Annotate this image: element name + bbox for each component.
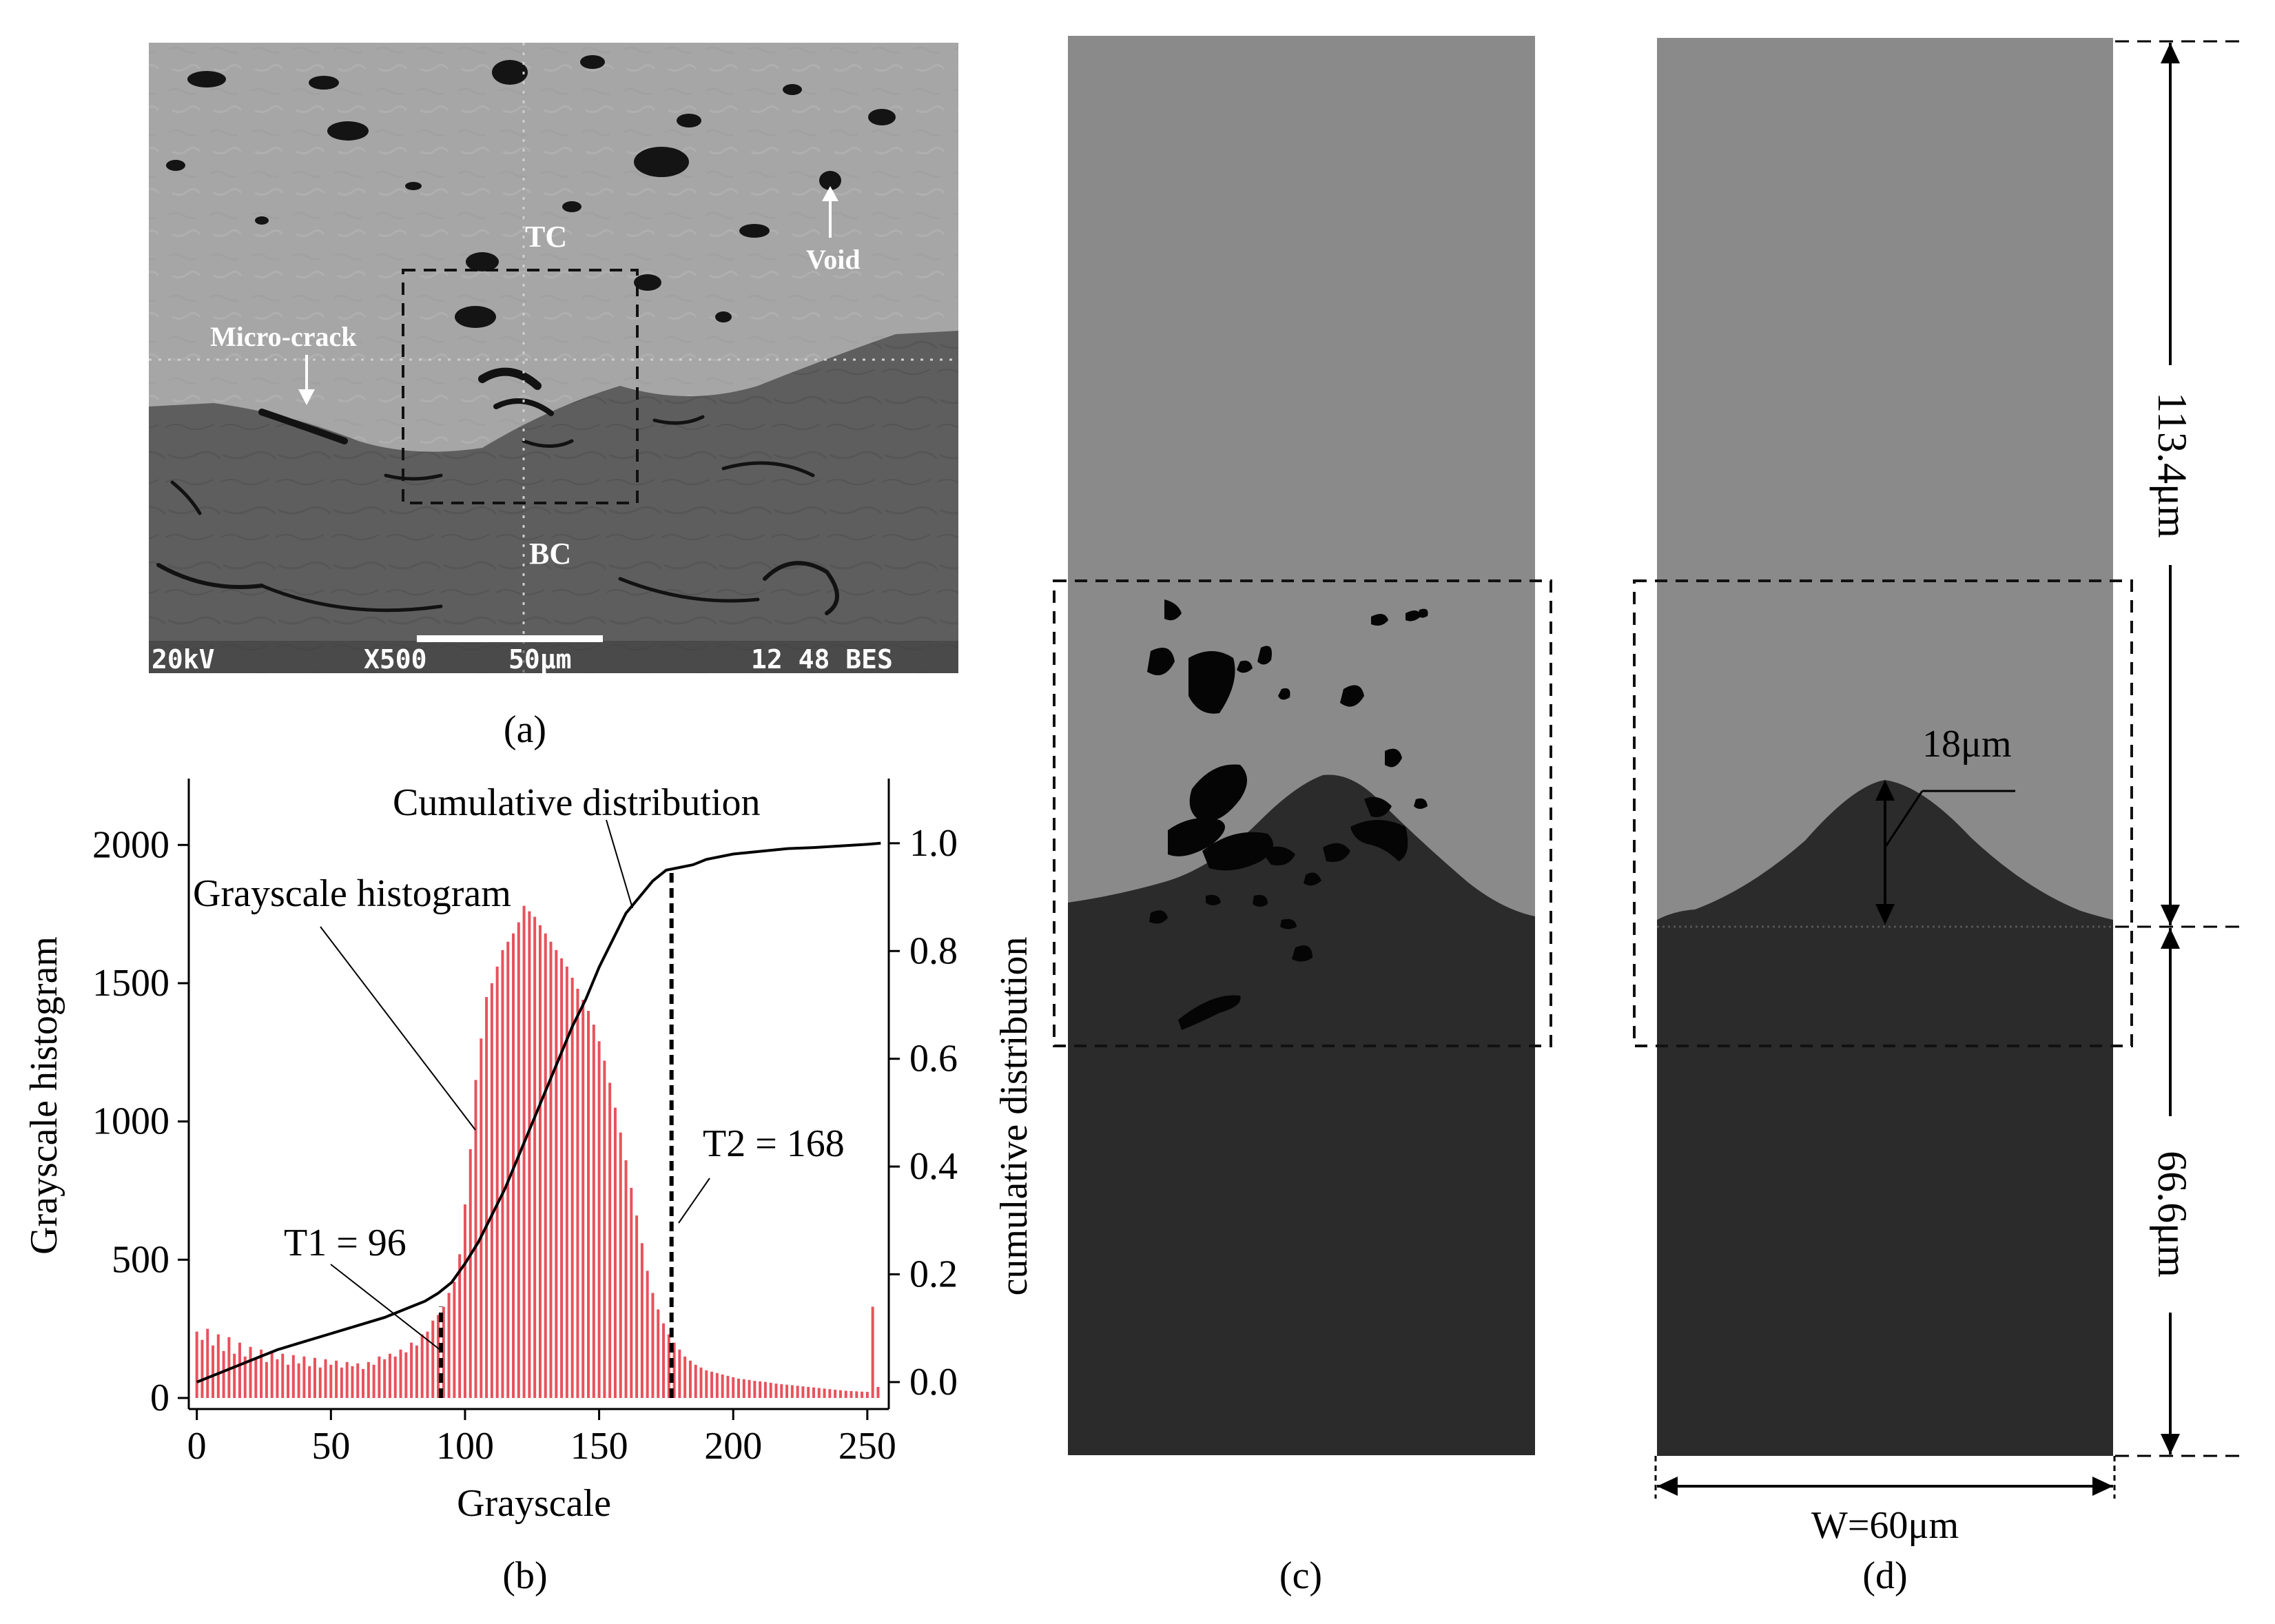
y-right-tick-label: 0.8 bbox=[909, 929, 958, 972]
caption-a: (a) bbox=[504, 708, 546, 751]
sem-cracks bbox=[156, 367, 839, 615]
model-bc-layer bbox=[1657, 780, 2113, 1456]
y-axis-right-ticks: 0.0 0.2 0.4 0.6 0.8 1.0 bbox=[889, 822, 958, 1404]
info-magnification: X500 bbox=[364, 644, 427, 675]
sem-roi-box bbox=[402, 269, 639, 504]
x-tick-label: 0 bbox=[187, 1425, 207, 1468]
label-void: Void bbox=[806, 244, 861, 275]
sem-voids bbox=[166, 55, 896, 328]
y-left-tick-label: 500 bbox=[112, 1238, 169, 1281]
y-left-tick-label: 1500 bbox=[92, 962, 169, 1005]
annotation-t1: T1 = 96 bbox=[284, 1222, 406, 1264]
annotation-t2: T2 = 168 bbox=[703, 1122, 845, 1165]
info-id: 12 48 BES bbox=[751, 644, 893, 675]
x-tick-label: 200 bbox=[704, 1425, 762, 1468]
y-axis-left-ticks: 0 500 1000 1500 2000 bbox=[92, 823, 189, 1419]
segmented-cracks bbox=[1147, 599, 1428, 1030]
annotation-cumulative: Cumulative distribution bbox=[393, 781, 761, 824]
histogram-bars bbox=[195, 905, 880, 1398]
y-axis-left-label: Grayscale histogram bbox=[23, 936, 65, 1255]
model-roi-box bbox=[1633, 579, 2133, 1047]
segmented-bc-layer bbox=[1068, 774, 1535, 1455]
sem-bc-texture bbox=[149, 331, 958, 673]
y-left-tick-label: 1000 bbox=[92, 1100, 169, 1143]
y-right-tick-label: 0.6 bbox=[909, 1038, 958, 1080]
x-tick-label: 150 bbox=[570, 1425, 628, 1468]
cumulative-curve bbox=[196, 841, 881, 1384]
y-right-tick-label: 0.2 bbox=[909, 1253, 958, 1295]
label-bc: BC bbox=[529, 537, 571, 571]
info-scale: 50µm bbox=[508, 644, 572, 675]
peak-leader bbox=[1884, 790, 1924, 848]
leader-cumulative bbox=[606, 819, 633, 909]
caption-b: (b) bbox=[502, 1554, 547, 1597]
scale-bar bbox=[417, 635, 603, 642]
annotation-histogram: Grayscale histogram bbox=[193, 872, 511, 915]
info-voltage: 20kV bbox=[152, 644, 215, 675]
y-left-tick-label: 2000 bbox=[92, 823, 169, 866]
label-micro-crack: Micro-crack bbox=[210, 321, 357, 352]
x-axis-label: Grayscale bbox=[457, 1482, 611, 1525]
segmented-roi-box bbox=[1053, 579, 1552, 1047]
panel-d: 18μm 113.4μm 66.6μm W=60μm (d) bbox=[1633, 38, 2239, 1597]
leader-t1 bbox=[330, 1264, 442, 1351]
dim-peak: 18μm bbox=[1922, 723, 2012, 765]
caption-d: (d) bbox=[1862, 1554, 1907, 1597]
dim-width: W=60μm bbox=[1811, 1504, 1959, 1547]
y-right-tick-label: 0.4 bbox=[909, 1145, 958, 1188]
label-tc: TC bbox=[525, 220, 567, 254]
x-tick-label: 50 bbox=[311, 1425, 350, 1468]
sem-info-bar bbox=[149, 641, 958, 673]
y-right-tick-label: 0.0 bbox=[909, 1361, 958, 1404]
panel-a: TC BC Void Micro-crack 20kV X500 50µm 12… bbox=[149, 43, 958, 751]
x-axis-ticks: 0 50 100 150 200 250 bbox=[187, 1409, 896, 1468]
panel-c: (c) bbox=[1053, 36, 1552, 1597]
dim-height-top: 113.4μm bbox=[2150, 392, 2195, 538]
y-left-tick-label: 0 bbox=[150, 1377, 169, 1419]
leader-t2 bbox=[678, 1178, 710, 1224]
x-tick-label: 250 bbox=[838, 1425, 896, 1468]
caption-c: (c) bbox=[1279, 1554, 1322, 1597]
x-tick-label: 100 bbox=[436, 1425, 494, 1468]
y-axis-right-label: cumulative distribution bbox=[993, 936, 1036, 1295]
dim-height-bottom: 66.6μm bbox=[2150, 1151, 2195, 1277]
leader-histogram bbox=[320, 926, 476, 1131]
y-right-tick-label: 1.0 bbox=[909, 822, 958, 865]
